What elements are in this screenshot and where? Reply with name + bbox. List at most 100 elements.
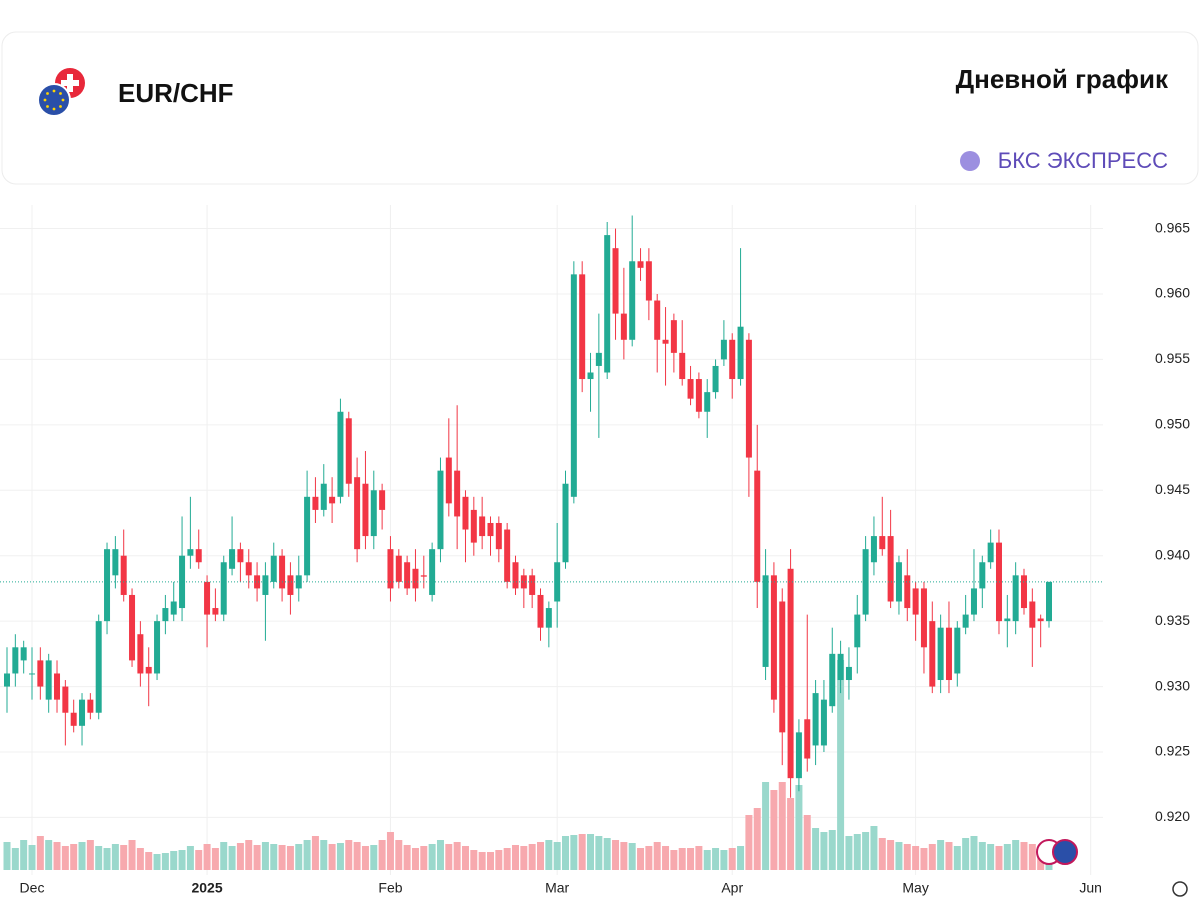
volume-bar (186, 846, 194, 870)
x-tick-label: 2025 (191, 880, 222, 896)
candle-body (795, 732, 802, 779)
volume-bar (545, 840, 553, 870)
candle-body (970, 588, 977, 615)
volume-bar (295, 844, 303, 870)
volume-bar (311, 836, 319, 870)
x-tick-label: Jun (1079, 880, 1102, 896)
x-tick-label: Apr (721, 880, 743, 896)
candle-body (895, 562, 902, 602)
volume-bar (762, 782, 770, 870)
volume-bar (703, 850, 711, 870)
volume-bar (111, 844, 119, 870)
volume-bar (595, 836, 603, 870)
candle-body (462, 496, 469, 530)
candle-body (279, 555, 286, 589)
y-tick-label: 0.930 (1155, 677, 1190, 693)
volume-bar (628, 843, 636, 870)
candle-body (370, 490, 377, 537)
volume-bar (753, 808, 761, 870)
candle-body (812, 693, 819, 746)
volume-bar (1020, 842, 1028, 870)
candle-body (20, 647, 27, 661)
volume-bar (870, 826, 878, 870)
volume-bar (637, 848, 645, 870)
candle-body (520, 575, 527, 589)
candle-body (629, 261, 636, 340)
volume-bar (103, 848, 111, 870)
candle-body (95, 621, 102, 713)
volume-bar (995, 846, 1003, 870)
y-tick-label: 0.925 (1155, 743, 1190, 759)
candle-body (754, 470, 761, 582)
volume-bar (478, 852, 486, 870)
volume-bar (61, 846, 69, 870)
volume-bar (603, 838, 611, 870)
corner-icons (1036, 839, 1188, 897)
volume-bar (570, 835, 578, 870)
candle-body (1020, 575, 1027, 609)
candle-body (529, 575, 536, 595)
candle-body (654, 300, 661, 340)
volume-bar (161, 853, 169, 870)
volume-bar (20, 840, 28, 870)
volume-bar (845, 836, 853, 870)
volume-bar (553, 842, 561, 870)
candle-body (229, 549, 236, 569)
candle-body (179, 555, 186, 609)
candle-body (445, 457, 452, 504)
candle-body (104, 549, 111, 622)
volume-bar (220, 842, 228, 870)
candle-body (487, 522, 494, 537)
brand: БКС ЭКСПРЕСС (998, 148, 1168, 173)
candle-body (820, 699, 827, 746)
volume-bar (745, 815, 753, 870)
candle-body (312, 496, 319, 510)
volume-bar (45, 840, 53, 870)
volume-bar (678, 848, 686, 870)
candle-body (329, 496, 336, 504)
volume-bar (403, 845, 411, 870)
candle-body (495, 522, 502, 550)
volume-bar (928, 844, 936, 870)
candle-body (379, 490, 386, 510)
volume-bar (887, 840, 895, 870)
volume-bar (837, 660, 845, 870)
candle-body (1004, 618, 1011, 622)
candle-body (829, 653, 836, 707)
volume-bar (486, 852, 494, 870)
volume-bar (228, 846, 236, 870)
volume-bar (620, 842, 628, 870)
volume-bar (528, 844, 536, 870)
plot-area: 0.920 0.925 0.930 0.935 0.940 0.945 0.950 0.955… (0, 205, 1190, 896)
y-tick-label: 0.940 (1155, 546, 1190, 562)
volume-bar (653, 842, 661, 870)
volume-bar (820, 832, 828, 870)
candle-body (295, 575, 302, 589)
candle-body (612, 248, 619, 314)
volume-bar (895, 842, 903, 870)
volume-bar (153, 854, 161, 870)
candle-body (587, 372, 594, 380)
candle-body (695, 379, 702, 412)
candle-body (54, 673, 61, 700)
y-tick-label: 0.935 (1155, 612, 1190, 628)
volume-bar (361, 846, 369, 870)
candle-body (962, 614, 969, 628)
candle-body (837, 653, 844, 681)
candle-body (762, 575, 769, 667)
volume-bar (378, 840, 386, 870)
candle-body (537, 594, 544, 628)
volume-bar (728, 848, 736, 870)
candle-body (287, 575, 294, 595)
volume-bar (795, 785, 803, 870)
volume-bar (520, 846, 528, 870)
volume-bar (712, 848, 720, 870)
volume-bar (1003, 844, 1011, 870)
volume-bar (878, 838, 886, 870)
candle-body (920, 588, 927, 648)
candle-body (595, 352, 602, 366)
candle-body (512, 562, 519, 589)
volume-bar (245, 840, 253, 870)
volume-bar (203, 844, 211, 870)
volume-bar (1012, 840, 1020, 870)
